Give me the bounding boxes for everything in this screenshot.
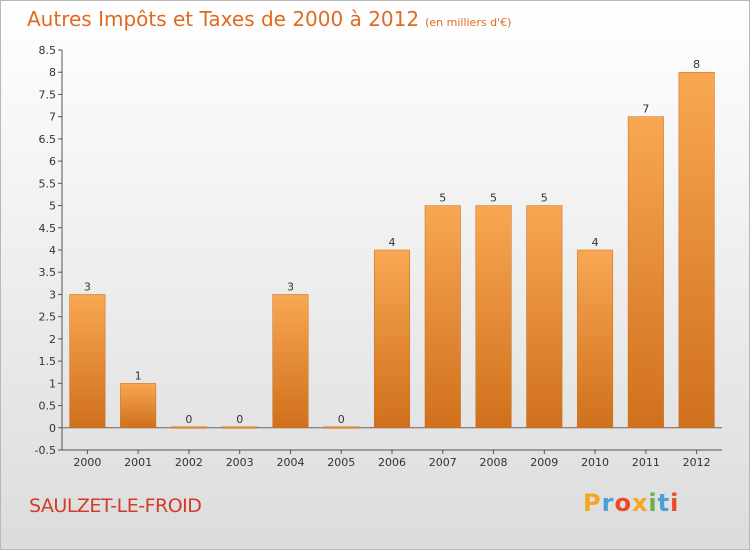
logo-letter: t bbox=[657, 489, 671, 517]
x-tick-label: 2000 bbox=[73, 456, 101, 469]
bar-value-label: 3 bbox=[84, 280, 91, 293]
bar-2003 bbox=[221, 426, 258, 429]
logo-letter: r bbox=[601, 489, 615, 517]
bar-2011 bbox=[627, 116, 664, 429]
y-tick-label: 3 bbox=[49, 288, 56, 301]
logo-letter: i bbox=[670, 489, 680, 517]
commune-name: SAULZET-LE-FROID bbox=[29, 495, 202, 517]
x-tick-label: 2002 bbox=[175, 456, 203, 469]
logo-letter: i bbox=[648, 489, 658, 517]
y-tick-label: -0.5 bbox=[35, 444, 56, 457]
x-tick-label: 2010 bbox=[581, 456, 609, 469]
bar-value-label: 1 bbox=[135, 369, 142, 382]
bar-value-label: 4 bbox=[592, 236, 599, 249]
y-tick-label: 6.5 bbox=[39, 133, 57, 146]
y-tick-label: 1 bbox=[49, 377, 56, 390]
chart-title-block: Autres Impôts et Taxes de 2000 à 2012 (en… bbox=[27, 7, 511, 31]
bar-2008 bbox=[475, 205, 512, 429]
logo-letter: o bbox=[614, 489, 632, 517]
y-tick-label: 0.5 bbox=[39, 400, 57, 413]
bars: 3 1 0 0 3 0 4 5 5 5 4 7 8 bbox=[69, 58, 715, 429]
logo-letter: P bbox=[583, 489, 602, 517]
x-tick-label: 2007 bbox=[429, 456, 457, 469]
bar-2006 bbox=[373, 249, 411, 429]
y-tick-label: 3.5 bbox=[39, 266, 57, 279]
bar-2001 bbox=[120, 383, 157, 429]
y-tick-label: 4 bbox=[49, 244, 56, 257]
bar-value-label: 0 bbox=[236, 413, 243, 426]
axes: -0.5 0 0.5 1 1.5 2 2.5 3 3.5 4 4.5 5 5.5 6 6.5 7 7.5 8 8.5… bbox=[35, 44, 722, 469]
bar-value-label: 7 bbox=[642, 103, 649, 116]
bar-value-label: 5 bbox=[541, 192, 548, 205]
x-tick-label: 2012 bbox=[683, 456, 711, 469]
y-tick-label: 2 bbox=[49, 333, 56, 346]
x-tick-label: 2003 bbox=[226, 456, 254, 469]
x-tick-label: 2005 bbox=[327, 456, 355, 469]
x-tick-label: 2006 bbox=[378, 456, 406, 469]
x-tick-label: 2008 bbox=[480, 456, 508, 469]
chart-unit: (en milliers d'€) bbox=[425, 16, 512, 29]
y-tick-label: 0 bbox=[49, 422, 56, 435]
bar-2000 bbox=[69, 294, 106, 429]
bar-value-label: 8 bbox=[693, 58, 700, 71]
bar-2002 bbox=[170, 426, 207, 429]
bar-value-label: 0 bbox=[338, 413, 345, 426]
y-tick-label: 8 bbox=[49, 66, 56, 79]
chart-title: Autres Impôts et Taxes de 2000 à 2012 bbox=[27, 7, 420, 31]
proxiti-logo: Proxiti bbox=[583, 489, 679, 517]
y-tick-label: 6 bbox=[49, 155, 56, 168]
x-tick-label: 2001 bbox=[124, 456, 152, 469]
bar-value-label: 3 bbox=[287, 280, 294, 293]
y-tick-label: 1.5 bbox=[39, 355, 57, 368]
y-tick-label: 2.5 bbox=[39, 311, 57, 324]
y-tick-label: 7.5 bbox=[39, 88, 57, 101]
x-tick-label: 2004 bbox=[276, 456, 304, 469]
bar-2009 bbox=[526, 205, 563, 429]
y-tick-label: 5 bbox=[49, 200, 56, 213]
x-tick-label: 2009 bbox=[530, 456, 558, 469]
y-tick-label: 8.5 bbox=[39, 44, 57, 57]
bar-2007 bbox=[424, 205, 461, 429]
x-tick-label: 2011 bbox=[632, 456, 660, 469]
bar-2010 bbox=[577, 249, 614, 429]
logo-letter: x bbox=[631, 489, 649, 517]
y-tick-label: 7 bbox=[49, 111, 56, 124]
y-tick-label: 4.5 bbox=[39, 222, 57, 235]
bar-value-label: 0 bbox=[185, 413, 192, 426]
bar-value-label: 5 bbox=[439, 192, 446, 205]
bar-value-label: 5 bbox=[490, 192, 497, 205]
y-tick-label: 5.5 bbox=[39, 177, 57, 190]
bar-2005 bbox=[323, 426, 360, 429]
bar-2012 bbox=[678, 71, 715, 429]
bar-value-label: 4 bbox=[389, 236, 396, 249]
bar-2004 bbox=[272, 294, 309, 429]
